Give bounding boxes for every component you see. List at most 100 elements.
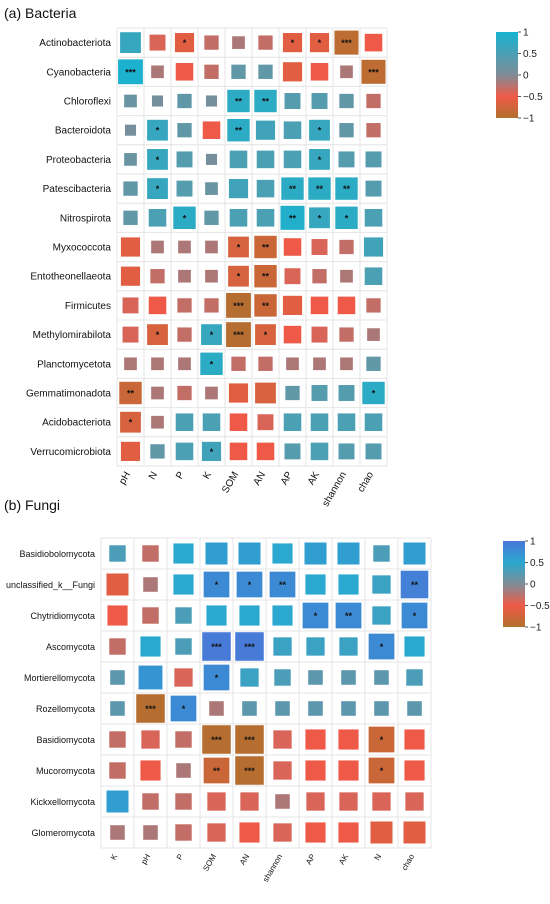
bacteria-significance-mark: *** <box>233 330 244 340</box>
bacteria-cell <box>309 207 330 229</box>
bacteria-cell <box>149 34 166 51</box>
bacteria-cell <box>227 118 250 142</box>
bacteria-cell <box>309 33 330 53</box>
fungi-row-label: Mucoromycota <box>36 766 95 776</box>
fungi-cell <box>173 543 194 564</box>
bacteria-cell <box>283 121 302 139</box>
bacteria-cell <box>205 386 218 400</box>
bacteria-cell <box>337 413 356 431</box>
bacteria-legend-tick-label: −1 <box>523 114 535 125</box>
bacteria-cell <box>334 30 359 55</box>
bacteria-cell <box>124 357 137 371</box>
fungi-significance-mark: * <box>380 642 384 652</box>
fungi-cell <box>368 757 395 784</box>
bacteria-cell <box>254 89 277 113</box>
bacteria-cell <box>283 413 302 431</box>
fungi-cell <box>235 725 264 754</box>
fungi-cell <box>404 729 425 750</box>
bacteria-cell <box>176 180 193 197</box>
fungi-cell <box>272 543 293 564</box>
bacteria-column-label: chao <box>356 470 377 495</box>
bacteria-cell <box>174 33 195 53</box>
fungi-cell <box>203 757 230 784</box>
bacteria-cell <box>283 238 302 256</box>
bacteria-cell <box>120 237 141 257</box>
bacteria-cell <box>366 123 381 138</box>
fungi-column-label: K <box>109 852 120 862</box>
bacteria-column-label: AK <box>306 470 322 487</box>
fungi-legend-tick-label: −0.5 <box>530 601 550 612</box>
fungi-cell <box>302 602 329 629</box>
bacteria-cell <box>312 269 327 284</box>
bacteria-cell <box>310 296 329 315</box>
fungi-column-label: N <box>373 852 384 862</box>
fungi-cell <box>240 792 259 811</box>
bacteria-cell <box>282 295 303 315</box>
fungi-cell <box>406 669 423 686</box>
fungi-cell <box>106 573 129 596</box>
fungi-cell <box>273 730 292 749</box>
fungi-cell <box>407 701 422 716</box>
bacteria-cell <box>258 64 273 79</box>
bacteria-cell <box>257 414 274 431</box>
bacteria-cell <box>147 324 168 345</box>
bacteria-significance-mark: ** <box>262 97 270 107</box>
fungi-significance-mark: * <box>248 580 252 590</box>
fungi-cell <box>175 607 192 624</box>
fungi-row-label: Glomeromycota <box>31 828 95 838</box>
bacteria-cell <box>120 411 141 433</box>
bacteria-cell <box>364 413 383 431</box>
bacteria-cell <box>177 123 192 138</box>
fungi-significance-mark: *** <box>244 642 255 652</box>
bacteria-cell <box>148 209 167 227</box>
bacteria-cell <box>255 324 276 345</box>
fungi-cell <box>400 570 429 599</box>
bacteria-cell <box>229 442 248 461</box>
fungi-column-label: chao <box>400 852 417 872</box>
fungi-significance-mark: ** <box>345 611 353 621</box>
bacteria-significance-mark: * <box>129 418 133 428</box>
bacteria-column-label: SOM <box>220 470 241 495</box>
bacteria-row-label: Methylomirabilota <box>33 330 112 341</box>
fungi-cell <box>308 701 323 716</box>
fungi-significance-mark: * <box>413 611 417 621</box>
bacteria-significance-mark: ** <box>289 184 297 194</box>
fungi-cell <box>273 637 292 656</box>
bacteria-cell <box>284 93 301 109</box>
bacteria-significance-mark: * <box>318 155 322 165</box>
bacteria-cell <box>175 413 194 431</box>
fungi-cell <box>107 605 128 626</box>
fungi-cell <box>109 731 126 748</box>
bacteria-row-label: Entotheonellaeota <box>30 272 111 283</box>
bacteria-row-label: Nitrospirota <box>60 213 112 224</box>
bacteria-cell <box>366 356 381 371</box>
bacteria-significance-mark: * <box>156 155 160 165</box>
bacteria-cell <box>254 235 277 259</box>
bacteria-cell <box>339 239 354 255</box>
bacteria-significance-mark: ** <box>289 213 297 223</box>
bacteria-column-label: N <box>147 470 160 482</box>
bacteria-cell <box>229 209 248 227</box>
bacteria-cell <box>178 357 191 371</box>
bacteria-cell <box>283 150 302 169</box>
fungi-cell <box>305 822 326 843</box>
fungi-cell <box>308 670 323 685</box>
bacteria-significance-mark: ** <box>235 97 243 107</box>
fungi-cell <box>207 823 226 842</box>
fungi-cell <box>368 726 395 753</box>
bacteria-legend-tick-label: 0.5 <box>523 49 537 60</box>
fungi-row-label: Chytridiomycota <box>30 611 95 621</box>
bacteria-significance-mark: ** <box>316 184 324 194</box>
fungi-column-label: AP <box>304 853 317 867</box>
bacteria-significance-mark: * <box>237 272 241 282</box>
fungi-cell <box>404 760 425 781</box>
bacteria-cell <box>232 36 245 49</box>
bacteria-cell <box>281 177 304 200</box>
bacteria-cell <box>311 93 328 109</box>
bacteria-cell <box>254 294 277 317</box>
bacteria-cell <box>338 443 355 460</box>
fungi-legend-tick-label: −1 <box>530 623 542 634</box>
fungi-cell <box>205 542 228 565</box>
bacteria-cell <box>255 120 276 140</box>
bacteria-cell <box>310 63 329 81</box>
